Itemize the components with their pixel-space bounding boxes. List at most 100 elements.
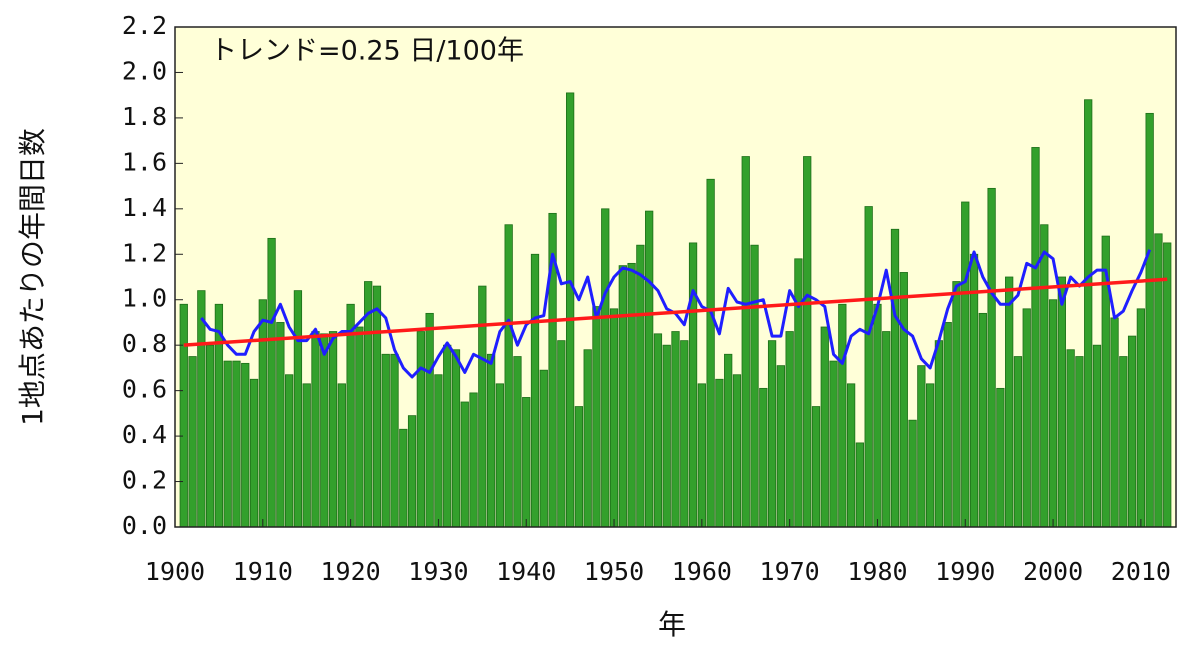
bar (249, 378, 259, 528)
y-tick-label: 2.2 (122, 11, 167, 40)
y-tick-label: 1.2 (122, 238, 167, 267)
bar (574, 406, 584, 528)
bar (293, 290, 303, 528)
bar (908, 419, 917, 528)
x-tick-label: 1960 (672, 557, 732, 586)
bar (407, 415, 417, 528)
x-tick-label: 1910 (233, 557, 293, 586)
bar (372, 285, 382, 528)
bar (926, 383, 935, 528)
bar (311, 331, 320, 528)
y-tick-label: 1.4 (122, 193, 167, 222)
bar (399, 428, 408, 528)
bar (978, 312, 987, 528)
bar (987, 187, 996, 528)
bar (776, 365, 786, 528)
bar (1084, 99, 1093, 528)
y-tick-label: 1.0 (122, 284, 167, 313)
bar (741, 156, 750, 528)
bar (1040, 224, 1049, 528)
bar (750, 244, 759, 528)
bar (846, 383, 856, 528)
bar (1022, 308, 1031, 528)
bar (416, 331, 425, 528)
bar (1005, 276, 1014, 528)
bar (425, 312, 434, 528)
bar (645, 210, 654, 528)
bar (934, 340, 944, 528)
bar (592, 306, 601, 528)
x-tick-label: 1990 (935, 557, 995, 586)
bar (197, 290, 206, 528)
bar (565, 92, 575, 528)
y-tick-label: 0.0 (122, 511, 167, 540)
bar (285, 374, 294, 528)
bar (636, 244, 645, 528)
x-tick-label: 1950 (584, 557, 644, 586)
x-tick-label: 1940 (496, 557, 556, 586)
bar (205, 344, 215, 528)
bar (232, 360, 241, 528)
bar (715, 378, 724, 528)
bar (785, 331, 794, 528)
bar (557, 340, 566, 528)
bar (1163, 242, 1172, 528)
x-tick-label: 1900 (145, 557, 205, 586)
bar (882, 331, 891, 528)
bar (996, 387, 1005, 528)
bar (873, 303, 882, 528)
y-tick-label: 1.6 (122, 147, 167, 176)
trend-line (183, 277, 1168, 347)
bar (513, 356, 522, 528)
bar (662, 344, 671, 528)
bar (706, 178, 715, 528)
bar (522, 397, 531, 528)
y-tick-label: 2.0 (122, 56, 167, 85)
bar (346, 303, 355, 528)
bar (829, 360, 838, 528)
bar (328, 331, 338, 528)
bar (539, 369, 548, 528)
bar (1066, 349, 1075, 528)
bar (434, 374, 443, 528)
bar (355, 326, 364, 528)
x-tick-label: 2010 (1111, 557, 1171, 586)
y-tick-label: 0.4 (122, 420, 167, 449)
bar (820, 326, 829, 528)
bar (504, 224, 513, 528)
bar (302, 383, 311, 528)
y-tick-label: 1.8 (122, 102, 167, 131)
bar (1127, 335, 1137, 528)
bar (688, 242, 698, 528)
bar (478, 285, 487, 528)
bar (381, 353, 390, 528)
bar (952, 281, 961, 528)
bar (811, 406, 821, 528)
bar (653, 333, 663, 528)
y-tick-label: 0.2 (122, 466, 167, 495)
bar (1110, 317, 1119, 528)
bar (188, 356, 197, 528)
bar (1154, 233, 1163, 528)
x-tick-label: 1920 (321, 557, 381, 586)
bar (943, 322, 952, 528)
bar (961, 201, 970, 528)
bar (390, 353, 399, 528)
bar (618, 265, 627, 528)
bar (899, 272, 908, 528)
bar (1145, 112, 1154, 528)
bar (451, 349, 461, 528)
bar (583, 349, 592, 528)
annotation: トレンド=0.25 日/100年 (210, 36, 524, 67)
bar (443, 344, 452, 528)
bar (803, 156, 812, 528)
y-tick-label: 0.8 (122, 329, 167, 358)
bar (855, 442, 865, 528)
bar (276, 322, 285, 528)
bar (732, 374, 742, 528)
plot-frame (174, 26, 1177, 528)
bar (767, 340, 777, 528)
bar (601, 208, 610, 528)
bar (917, 365, 926, 528)
